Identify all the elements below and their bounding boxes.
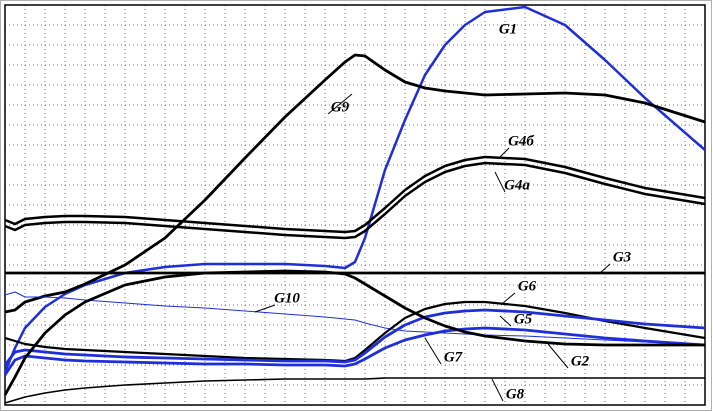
leader-line	[502, 292, 516, 304]
series-label: G2	[571, 353, 590, 369]
leader-line	[599, 263, 611, 274]
line-series	[4, 161, 706, 240]
plot-frame	[4, 4, 706, 406]
line-series	[3, 5, 706, 373]
line-series	[4, 53, 706, 314]
leader-line	[547, 343, 569, 369]
series-label: G1	[499, 21, 517, 37]
leader-line	[491, 378, 504, 402]
series-label: G7	[444, 349, 463, 365]
series-label: G8	[506, 386, 525, 402]
leader-line	[424, 337, 442, 365]
series-label: G6	[518, 278, 537, 294]
line-series	[4, 155, 706, 234]
series-label: G9	[331, 99, 350, 115]
leader-line	[499, 147, 510, 158]
series-label: G10	[274, 290, 300, 306]
leader-line	[499, 315, 512, 327]
line-series	[3, 326, 706, 376]
line-series	[4, 291, 706, 346]
leader-line	[494, 171, 506, 193]
series-label: G5	[514, 311, 533, 327]
line-series	[4, 300, 706, 363]
leader-line	[327, 93, 353, 115]
line-series	[4, 377, 705, 404]
series-label: G4a	[504, 177, 530, 193]
leader-line	[254, 304, 276, 313]
series-label: G3	[613, 249, 632, 265]
line-series	[3, 308, 706, 366]
series-label: G4б	[508, 133, 534, 149]
line-series	[3, 269, 705, 396]
